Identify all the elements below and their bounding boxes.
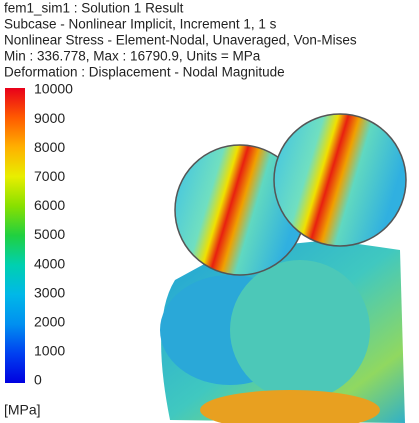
legend-label: 2000 <box>34 314 65 330</box>
legend-label: 9000 <box>34 110 65 126</box>
legend-label: 8000 <box>34 139 65 155</box>
legend-label: 3000 <box>34 284 65 300</box>
header-line: Nonlinear Stress - Element-Nodal, Unaver… <box>4 33 357 48</box>
legend-label: 7000 <box>34 168 65 184</box>
legend-label: 10000 <box>34 81 73 97</box>
legend-label: 4000 <box>34 255 65 271</box>
header-line: Deformation : Displacement - Nodal Magni… <box>4 65 285 80</box>
page: fem1_sim1 : Solution 1 ResultSubcase - N… <box>0 0 419 423</box>
header-line: fem1_sim1 : Solution 1 Result <box>4 1 184 16</box>
legend-unit: [MPa] <box>4 402 41 418</box>
legend-label: 5000 <box>34 226 65 242</box>
model-segment <box>230 260 370 400</box>
color-bar <box>5 88 25 383</box>
header-line: Subcase - Nonlinear Implicit, Increment … <box>4 17 277 32</box>
result-viewport: fem1_sim1 : Solution 1 ResultSubcase - N… <box>0 0 419 423</box>
model <box>160 114 406 423</box>
legend-label: 1000 <box>34 343 65 359</box>
model-disc <box>274 114 406 246</box>
legend-label: 0 <box>34 372 42 388</box>
legend-label: 6000 <box>34 197 65 213</box>
header-line: Min : 336.778, Max : 16790.9, Units = MP… <box>4 49 261 64</box>
